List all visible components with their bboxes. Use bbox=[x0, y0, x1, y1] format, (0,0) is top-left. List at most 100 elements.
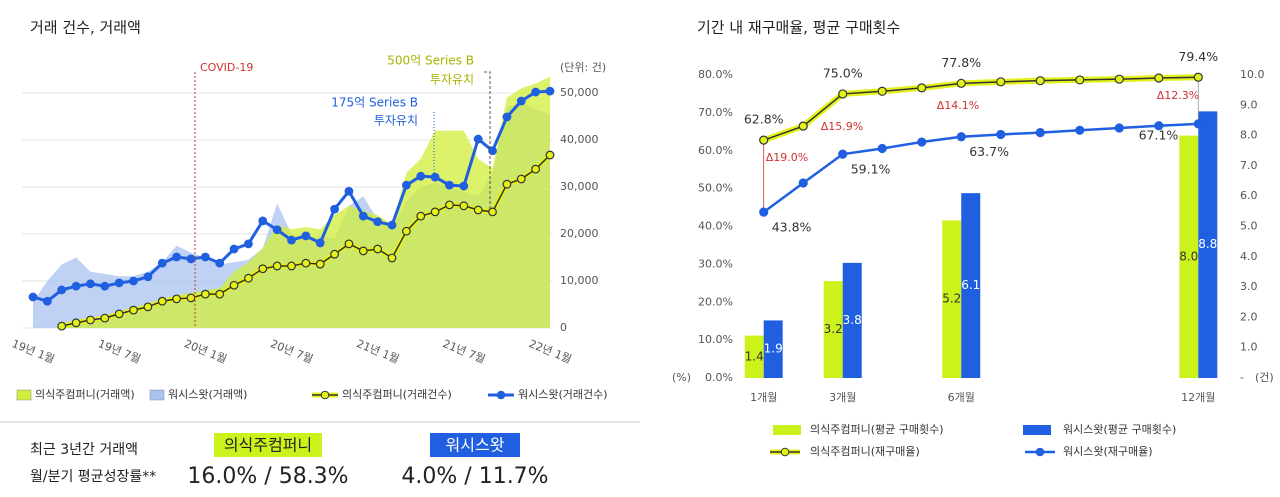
y-tick-label: 80.0% bbox=[698, 68, 733, 81]
point bbox=[917, 83, 927, 93]
point bbox=[28, 292, 38, 302]
data-label: 77.8% bbox=[941, 55, 981, 70]
x-tick-label: 20년 1월 bbox=[182, 337, 228, 366]
point bbox=[358, 211, 368, 221]
point bbox=[401, 180, 411, 190]
point bbox=[956, 78, 966, 88]
data-label: 75.0% bbox=[823, 65, 863, 80]
point bbox=[143, 302, 153, 312]
point bbox=[1035, 76, 1045, 86]
point bbox=[143, 272, 153, 282]
y-tick-label: 30.0% bbox=[698, 257, 733, 270]
point bbox=[272, 225, 282, 235]
point bbox=[186, 254, 196, 264]
bar bbox=[763, 320, 783, 378]
company-name: 의식주컴퍼니 bbox=[224, 436, 312, 455]
point bbox=[100, 281, 110, 291]
point bbox=[287, 235, 296, 245]
point bbox=[459, 201, 469, 211]
point bbox=[301, 231, 311, 241]
company-highlight bbox=[214, 433, 322, 457]
y-tick-label: 10.0% bbox=[698, 333, 733, 346]
y-tick-label: 40,000 bbox=[560, 133, 599, 146]
bar bbox=[1198, 111, 1218, 379]
point bbox=[996, 129, 1006, 140]
summary-subheading: 월/분기 평균성장률** bbox=[30, 469, 156, 485]
company-highlight bbox=[430, 433, 520, 457]
data-label: 43.8% bbox=[772, 220, 812, 235]
summary-heading: 최근 3년간 거래액 bbox=[30, 442, 138, 458]
legend-label: 워시스왓(거래액) bbox=[168, 388, 247, 401]
data-label: 3.8 bbox=[843, 313, 862, 327]
point bbox=[838, 149, 848, 159]
point bbox=[186, 293, 196, 303]
legend-label: 의식주컴퍼니(거래액) bbox=[35, 388, 135, 401]
x-tick-label: 3개월 bbox=[829, 391, 856, 404]
bar bbox=[744, 335, 764, 378]
y2-tick-label: 2.0 bbox=[1240, 310, 1258, 323]
point bbox=[315, 259, 325, 269]
point bbox=[1154, 121, 1164, 131]
point bbox=[129, 276, 138, 286]
x-tick-label: 6개월 bbox=[948, 391, 975, 404]
x-tick-label: 21년 7월 bbox=[441, 337, 487, 366]
legend-label: 의식주컴퍼니(재구매율) bbox=[810, 445, 920, 458]
point bbox=[502, 179, 512, 189]
data-label: 5.2 bbox=[942, 292, 961, 306]
point bbox=[330, 204, 339, 214]
point bbox=[473, 205, 483, 215]
point bbox=[877, 86, 887, 96]
legend-swatch bbox=[149, 389, 165, 401]
point bbox=[1154, 73, 1164, 83]
data-label: 6.1 bbox=[961, 278, 980, 292]
chart-title: 기간 내 재구매율, 평균 구매횟수 bbox=[697, 19, 900, 37]
bar bbox=[1179, 135, 1199, 378]
point bbox=[157, 296, 167, 306]
legend-swatch bbox=[320, 390, 330, 400]
point bbox=[229, 244, 239, 254]
y-tick-label: 70.0% bbox=[698, 106, 733, 119]
y2-tick-label: 3.0 bbox=[1240, 280, 1258, 293]
delta-annotation: Δ12.3% bbox=[1157, 89, 1199, 102]
point bbox=[488, 146, 497, 156]
bar bbox=[961, 193, 981, 378]
point bbox=[759, 207, 769, 217]
point bbox=[301, 258, 311, 268]
point bbox=[798, 178, 808, 188]
growth-rate: 4.0% / 11.7% bbox=[401, 464, 548, 489]
point bbox=[114, 278, 124, 288]
point bbox=[473, 134, 483, 144]
delta-annotation: Δ15.9% bbox=[821, 120, 863, 133]
x-tick-label: 20년 7월 bbox=[269, 337, 315, 366]
y-tick-label: 40.0% bbox=[698, 220, 733, 233]
line bbox=[762, 122, 1199, 214]
point bbox=[86, 279, 95, 289]
point bbox=[1075, 75, 1085, 85]
y2-tick-label: 4.0 bbox=[1240, 250, 1258, 263]
y-tick-label: 30,000 bbox=[560, 180, 599, 193]
line bbox=[763, 76, 1199, 141]
y-axis-label: (%) bbox=[672, 371, 691, 384]
y2-tick-label: 7.0 bbox=[1240, 159, 1258, 172]
point bbox=[1114, 74, 1124, 84]
point bbox=[71, 318, 81, 328]
point bbox=[1035, 127, 1045, 138]
annotation: COVID-19 bbox=[200, 61, 253, 74]
legend-label: 의식주컴퍼니(평균 구매횟수) bbox=[810, 423, 944, 436]
point bbox=[531, 87, 541, 97]
area bbox=[61, 76, 550, 328]
legend-label: 의식주컴퍼니(거래건수) bbox=[342, 388, 452, 401]
point bbox=[215, 258, 225, 268]
point bbox=[315, 238, 325, 248]
y2-tick-label: 8.0 bbox=[1240, 129, 1258, 142]
point bbox=[401, 226, 411, 236]
y2-tick-label: 6.0 bbox=[1240, 189, 1258, 202]
data-label: 79.4% bbox=[1178, 49, 1218, 64]
y-tick-label: 20.0% bbox=[698, 295, 733, 308]
point bbox=[344, 239, 354, 249]
unit-label: (단위: 건) bbox=[560, 61, 606, 74]
point bbox=[516, 174, 526, 184]
point bbox=[1193, 72, 1203, 82]
point bbox=[86, 315, 95, 325]
